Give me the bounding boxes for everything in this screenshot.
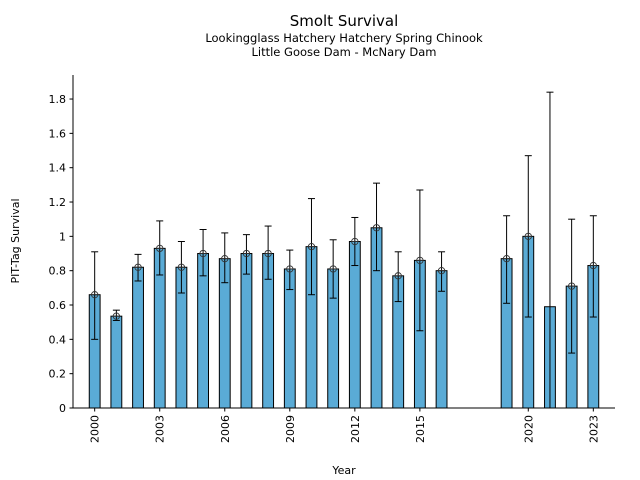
- point-marker-2003: [156, 244, 164, 253]
- x-tick-label: 2006: [219, 415, 232, 443]
- x-axis-label: Year: [331, 464, 356, 477]
- error-bars-group: [91, 91, 597, 409]
- y-tick-label: 1.8: [49, 93, 67, 106]
- y-tick-label: 1: [59, 230, 66, 243]
- bar-2002: [132, 266, 144, 409]
- point-marker-2013: [372, 224, 381, 232]
- y-tick-label: 1.2: [49, 196, 67, 209]
- bar-2005: [197, 253, 210, 409]
- y-tick-label: 0.4: [49, 333, 67, 346]
- y-tick-label: 0: [59, 402, 66, 415]
- point-marker-2009: [286, 265, 294, 273]
- x-tick-label: 2000: [89, 415, 102, 443]
- point-marker-2016: [437, 267, 446, 275]
- bar-2012: [348, 241, 361, 409]
- x-tick-label: 2015: [414, 415, 427, 443]
- point-marker-2019: [502, 255, 511, 263]
- x-tick-label: 2020: [522, 415, 535, 443]
- point-marker-2022: [567, 282, 576, 290]
- markers-group: [91, 224, 597, 320]
- x-tick-label: 2009: [284, 415, 297, 443]
- x-tick-label: 2012: [349, 415, 362, 443]
- point-marker-2002: [134, 263, 142, 271]
- point-marker-2020: [524, 232, 532, 241]
- point-marker-2008: [264, 249, 272, 258]
- x-tick-label: 2023: [587, 415, 600, 443]
- y-tick-label: 0.6: [49, 299, 67, 312]
- chart-title: Smolt Survival: [289, 12, 399, 30]
- point-marker-2011: [329, 265, 337, 273]
- y-tick-label: 1.6: [49, 127, 67, 140]
- point-marker-2000: [91, 291, 99, 299]
- chart-subtitle-2: Little Goose Dam - McNary Dam: [251, 45, 437, 59]
- chart-subtitle-1: Lookingglass Hatchery Hatchery Spring Ch…: [205, 31, 483, 45]
- bars-group: [88, 227, 600, 409]
- point-marker-2005: [199, 249, 207, 258]
- x-tick-label: 2003: [154, 415, 167, 443]
- y-ticks-group: 0 0.2 0.4 0.6 0.8 1 1.2 1.4 1.6 1.8: [49, 93, 73, 415]
- point-marker-2010: [307, 242, 316, 251]
- point-marker-2023: [589, 261, 597, 270]
- y-axis-label: PIT-Tag Survival: [9, 198, 22, 283]
- y-tick-label: 0.8: [49, 265, 67, 278]
- bar-2007: [240, 253, 253, 409]
- point-marker-2012: [351, 237, 359, 246]
- bar-2001: [110, 315, 123, 409]
- x-ticks-group: 2000 2003 2006 2009 2012 2015 2020 2023: [89, 408, 600, 443]
- point-marker-2006: [221, 255, 229, 263]
- point-marker-2001: [112, 312, 121, 320]
- point-marker-2004: [177, 263, 186, 271]
- point-marker-2014: [394, 272, 402, 280]
- point-marker-2015: [416, 256, 424, 265]
- point-marker-2007: [242, 249, 251, 258]
- y-tick-label: 0.2: [49, 368, 67, 381]
- y-tick-label: 1.4: [49, 162, 67, 175]
